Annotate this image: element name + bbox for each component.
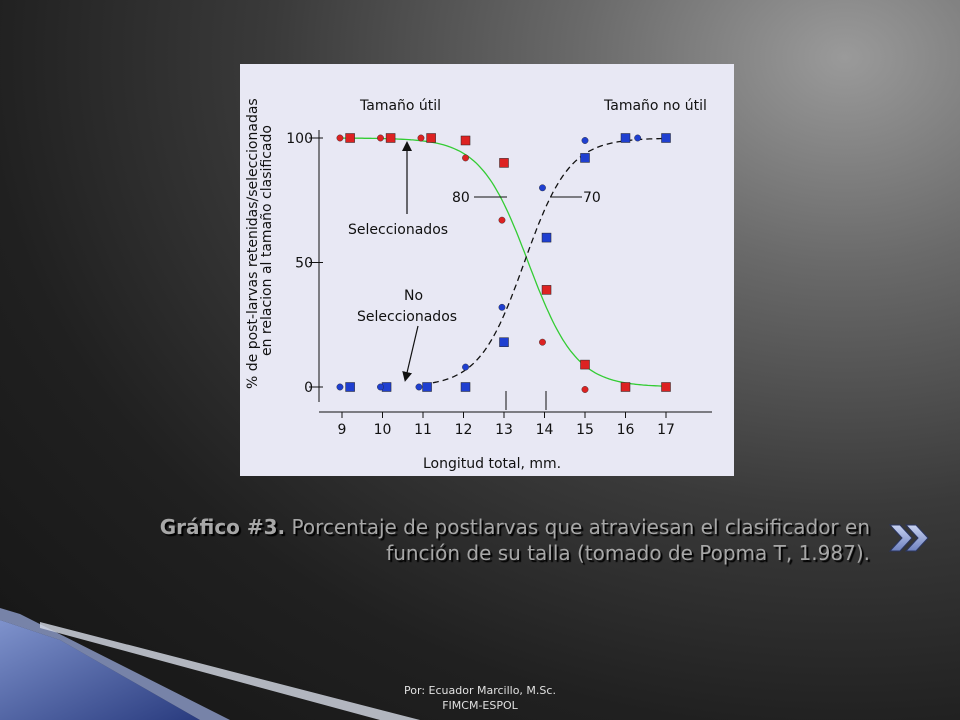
data-point-circle bbox=[581, 386, 589, 393]
caption-line1: Gráfico #3. Porcentaje de postlarvas que… bbox=[40, 514, 870, 540]
data-point-circle bbox=[462, 363, 469, 371]
y-tick-label: 100 bbox=[286, 131, 313, 147]
data-point-square bbox=[661, 382, 671, 392]
data-point-square bbox=[541, 285, 552, 295]
y-tick-label: 0 bbox=[304, 380, 313, 396]
annotation-not-selected-line2: Seleccionados bbox=[357, 309, 457, 325]
annotations-layer: Tamaño útil Tamaño no útil Seleccionados… bbox=[245, 98, 707, 472]
data-point-circle bbox=[415, 383, 423, 391]
data-point-square bbox=[580, 359, 590, 370]
data-point-circle bbox=[336, 383, 344, 391]
annotation-not-selected-line1: No bbox=[404, 288, 423, 304]
x-tick-label: 16 bbox=[617, 422, 635, 438]
data-point-circle bbox=[539, 184, 546, 192]
data-point-circle bbox=[539, 338, 546, 346]
caption-text-line2: función de su talla (tomado de Popma T, … bbox=[386, 541, 870, 565]
x-tick-label: 15 bbox=[576, 422, 594, 438]
x-tick-label: 9 bbox=[338, 422, 347, 438]
caption-text-line1: Porcentaje de postlarvas que atraviesan … bbox=[291, 515, 870, 539]
data-point-square bbox=[345, 382, 355, 392]
data-point-circle bbox=[377, 134, 384, 142]
caption-line2: función de su talla (tomado de Popma T, … bbox=[40, 540, 870, 566]
double-chevron-right-icon[interactable] bbox=[888, 523, 932, 553]
y-tick-label: 50 bbox=[295, 256, 313, 272]
axes-layer: 0 50 100 9 10 11 12 13 14 15 16 17 bbox=[286, 130, 712, 438]
data-point-square bbox=[345, 133, 355, 143]
data-point-circle bbox=[634, 134, 642, 142]
data-point-circle bbox=[377, 383, 384, 391]
fit-curve-selected bbox=[342, 137, 666, 387]
figure-caption: Gráfico #3. Porcentaje de postlarvas que… bbox=[40, 514, 870, 566]
data-point-square bbox=[580, 153, 590, 163]
x-axis-title: Longitud total, mm. bbox=[423, 456, 561, 472]
x-tick-label: 11 bbox=[414, 422, 432, 438]
data-point-square bbox=[499, 158, 509, 168]
footer-institution: FIMCM-ESPOL bbox=[442, 699, 518, 712]
data-point-square bbox=[541, 232, 552, 243]
corner-decoration bbox=[0, 608, 420, 720]
marks-layer bbox=[336, 133, 671, 393]
data-point-circle bbox=[336, 134, 344, 142]
annotation-useful-size: Tamaño útil bbox=[359, 98, 441, 114]
chart-panel: 0 50 100 9 10 11 12 13 14 15 16 17 Tamaño útil Tama… bbox=[240, 64, 734, 476]
annotation-80: 80 bbox=[452, 190, 470, 206]
slide-footer: Por: Ecuador Marcillo, M.Sc. FIMCM-ESPOL bbox=[360, 683, 600, 713]
fit-curve-not-selected bbox=[422, 137, 666, 385]
data-point-square bbox=[426, 133, 436, 143]
x-tick-label: 17 bbox=[657, 422, 675, 438]
x-tick-label: 13 bbox=[495, 422, 513, 438]
data-point-circle bbox=[498, 303, 506, 311]
y-axis-title-line2: en relacion al tamaño clasificado bbox=[259, 125, 275, 356]
annotation-selected: Seleccionados bbox=[348, 222, 448, 238]
data-point-circle bbox=[581, 137, 589, 144]
data-point-circle bbox=[417, 134, 425, 142]
data-point-square bbox=[460, 135, 471, 146]
data-point-square bbox=[661, 133, 671, 143]
data-point-square bbox=[385, 133, 396, 143]
arrow-not-selected bbox=[402, 325, 419, 382]
data-point-square bbox=[620, 133, 631, 143]
data-point-square bbox=[620, 382, 631, 392]
curves-layer bbox=[342, 137, 666, 387]
y-axis-title-line1: % de post-larvas retenidas/seleccionadas bbox=[245, 98, 261, 389]
data-point-square bbox=[499, 337, 509, 347]
sigmoid-selection-chart: 0 50 100 9 10 11 12 13 14 15 16 17 Tamaño útil Tama… bbox=[245, 98, 712, 472]
data-point-circle bbox=[462, 154, 469, 162]
x-tick-label: 12 bbox=[455, 422, 473, 438]
annotation-70: 70 bbox=[583, 190, 601, 206]
x-tick-label: 10 bbox=[374, 422, 392, 438]
data-point-circle bbox=[498, 216, 506, 224]
caption-label: Gráfico #3. bbox=[159, 515, 286, 539]
footer-author: Por: Ecuador Marcillo, M.Sc. bbox=[404, 684, 556, 697]
data-point-square bbox=[422, 382, 432, 392]
data-point-square bbox=[460, 382, 471, 392]
annotation-not-useful-size: Tamaño no útil bbox=[603, 98, 707, 114]
x-tick-label: 14 bbox=[536, 422, 554, 438]
